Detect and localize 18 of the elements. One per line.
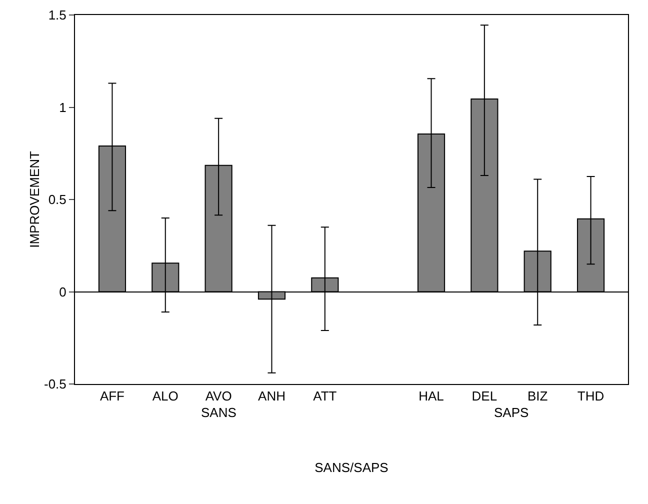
text: SAPS bbox=[494, 405, 530, 420]
x-tick-label: ATT bbox=[313, 388, 337, 404]
x-tick-label: BIZ bbox=[527, 388, 548, 404]
y-axis-title: IMPROVEMENT bbox=[27, 151, 42, 248]
x-tick-label: AFF bbox=[100, 388, 125, 404]
x-tick-label: AVO bbox=[205, 388, 232, 404]
y-tick-label: -0.5 bbox=[44, 376, 66, 392]
x-tick-label: ALO bbox=[152, 388, 178, 404]
y-tick-label: 0 bbox=[59, 284, 66, 300]
x-tick-label: HAL bbox=[418, 388, 444, 404]
x-tick-label: ANH bbox=[258, 388, 286, 404]
x-axis-title: SANS/SAPS bbox=[314, 460, 389, 476]
y-tick-label: 1 bbox=[59, 100, 66, 115]
y-tick-label: 0.5 bbox=[48, 192, 66, 208]
x-tick-label: THD bbox=[577, 388, 604, 404]
y-tick-label: 1.5 bbox=[48, 8, 66, 23]
x-tick-label: DEL bbox=[472, 388, 498, 404]
text: SANS bbox=[201, 405, 237, 420]
